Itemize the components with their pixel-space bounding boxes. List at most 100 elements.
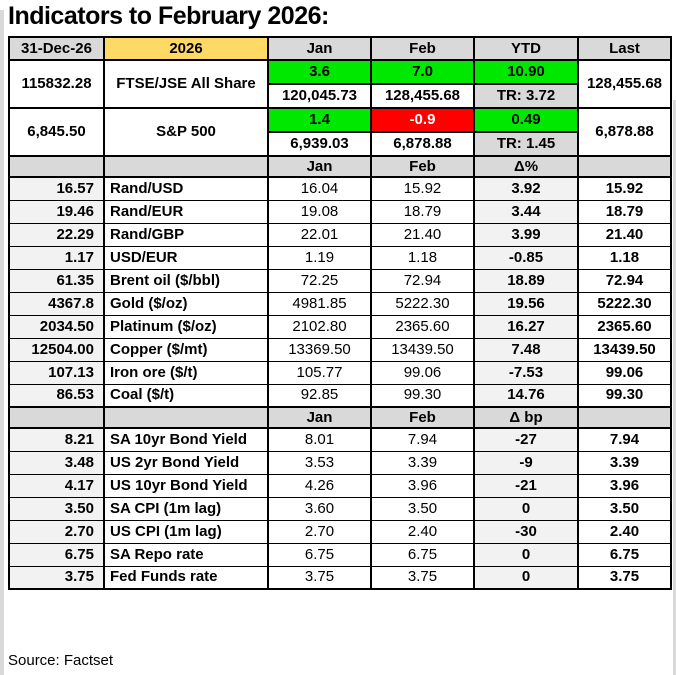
cell-feb: 3.96 xyxy=(370,473,475,498)
cell-last: 99.06 xyxy=(577,360,672,385)
cell-jan-level: 120,045.73 xyxy=(267,83,372,109)
cell-delta: -0.85 xyxy=(473,245,579,270)
cell-jan: 72.25 xyxy=(267,268,372,293)
table-row: 8.21 SA 10yr Bond Yield 8.01 7.94 -27 7.94 xyxy=(8,427,672,452)
indicators-table: 31-Dec-26 2026 Jan Feb YTD Last 115832.2… xyxy=(8,36,672,590)
subheader-delta: Δ bp xyxy=(473,406,579,429)
cell-delta: -9 xyxy=(473,450,579,475)
cell-jan: 8.01 xyxy=(267,427,372,452)
cell-start: 16.57 xyxy=(8,176,105,201)
cell-start: 19.46 xyxy=(8,199,105,224)
header-feb: Feb xyxy=(370,36,475,61)
screen-edge-left xyxy=(0,10,4,675)
cell-ytd-pct: 10.90 xyxy=(473,59,579,85)
cell-last: 3.96 xyxy=(577,473,672,498)
cell-feb: 3.50 xyxy=(370,496,475,521)
subheader-row: Jan Feb Δ% xyxy=(8,155,672,178)
cell-last: 13439.50 xyxy=(577,337,672,362)
index-section: 115832.28 FTSE/JSE All Share 3.6 7.0 10.… xyxy=(8,59,672,157)
cell-start: 4367.8 xyxy=(8,291,105,316)
cell-feb-pct: -0.9 xyxy=(370,107,475,133)
subheader-delta: Δ% xyxy=(473,155,579,178)
cell-start: 3.50 xyxy=(8,496,105,521)
cell-last: 6.75 xyxy=(577,542,672,567)
cell-last-value: 6,878.88 xyxy=(577,107,672,157)
cell-start: 61.35 xyxy=(8,268,105,293)
cell-feb: 72.94 xyxy=(370,268,475,293)
table-row-ftse-jse-levels: 120,045.73 128,455.68 TR: 3.72 xyxy=(9,83,671,109)
cell-index-name: FTSE/JSE All Share xyxy=(103,59,269,109)
cell-last: 3.50 xyxy=(577,496,672,521)
header-jan: Jan xyxy=(267,36,372,61)
cell-start: 3.75 xyxy=(8,565,105,590)
subheader-feb: Feb xyxy=(370,155,475,178)
table-row: 19.46 Rand/EUR 19.08 18.79 3.44 18.79 xyxy=(8,199,672,224)
cell-start: 6.75 xyxy=(8,542,105,567)
cell-start: 2034.50 xyxy=(8,314,105,339)
cell-feb: 3.75 xyxy=(370,565,475,590)
cell-label: Fed Funds rate xyxy=(103,565,269,590)
cell-label: US CPI (1m lag) xyxy=(103,519,269,544)
cell-delta: -30 xyxy=(473,519,579,544)
cell-label: Iron ore ($/t) xyxy=(103,360,269,385)
subheader-feb: Feb xyxy=(370,406,475,429)
cell-jan: 3.53 xyxy=(267,450,372,475)
cell-delta: 19.56 xyxy=(473,291,579,316)
cell-label: Rand/EUR xyxy=(103,199,269,224)
cell-start: 4.17 xyxy=(8,473,105,498)
cell-last: 15.92 xyxy=(577,176,672,201)
cell-feb-pct: 7.0 xyxy=(370,59,475,85)
cell-delta: 3.44 xyxy=(473,199,579,224)
cell-jan-pct: 3.6 xyxy=(267,59,372,85)
subheader-row: Jan Feb Δ bp xyxy=(8,406,672,429)
cell-delta: 16.27 xyxy=(473,314,579,339)
cell-last: 7.94 xyxy=(577,427,672,452)
cell-feb: 99.06 xyxy=(370,360,475,385)
cell-feb: 99.30 xyxy=(370,383,475,408)
data-sections: Jan Feb Δ% 16.57 Rand/USD 16.04 15.92 3.92 15.92… xyxy=(8,155,672,590)
cell-delta: 0 xyxy=(473,565,579,590)
source-note: Source: Factset xyxy=(8,652,114,669)
cell-start: 3.48 xyxy=(8,450,105,475)
cell-label: SA CPI (1m lag) xyxy=(103,496,269,521)
cell-feb: 6.75 xyxy=(370,542,475,567)
subheader-empty-cell xyxy=(577,406,672,429)
table-row: 22.29 Rand/GBP 22.01 21.40 3.99 21.40 xyxy=(8,222,672,247)
cell-delta: -27 xyxy=(473,427,579,452)
cell-last: 3.75 xyxy=(577,565,672,590)
table-row: 12504.00 Copper ($/mt) 13369.50 13439.50 7.4… xyxy=(8,337,672,362)
cell-last-value: 128,455.68 xyxy=(577,59,672,109)
cell-label: Coal ($/t) xyxy=(103,383,269,408)
cell-start: 107.13 xyxy=(8,360,105,385)
header-last: Last xyxy=(577,36,672,61)
cell-feb: 15.92 xyxy=(370,176,475,201)
table-row-sp500: 6,845.50 S&P 500 1.4 -0.9 0.49 6,878.88 xyxy=(8,107,672,157)
header-start-date: 31-Dec-26 xyxy=(8,36,105,61)
cell-delta: 7.48 xyxy=(473,337,579,362)
cell-jan: 105.77 xyxy=(267,360,372,385)
cell-label: Brent oil ($/bbl) xyxy=(103,268,269,293)
cell-feb: 2365.60 xyxy=(370,314,475,339)
subheader-jan: Jan xyxy=(267,155,372,178)
cell-start: 2.70 xyxy=(8,519,105,544)
subheader-empty-cell xyxy=(103,155,269,178)
table-row: 3.75 Fed Funds rate 3.75 3.75 0 3.75 xyxy=(8,565,672,590)
cell-feb-level: 128,455.68 xyxy=(370,83,475,109)
cell-delta: 3.92 xyxy=(473,176,579,201)
table-row: 2034.50 Platinum ($/oz) 2102.80 2365.60 16.2… xyxy=(8,314,672,339)
cell-jan-pct: 1.4 xyxy=(267,107,372,133)
table-row: 1.17 USD/EUR 1.19 1.18 -0.85 1.18 xyxy=(8,245,672,270)
cell-feb: 5222.30 xyxy=(370,291,475,316)
cell-jan: 1.19 xyxy=(267,245,372,270)
cell-delta: 0 xyxy=(473,496,579,521)
cell-start-value: 115832.28 xyxy=(8,59,105,109)
table-row: 3.48 US 2yr Bond Yield 3.53 3.39 -9 3.39 xyxy=(8,450,672,475)
cell-feb: 13439.50 xyxy=(370,337,475,362)
header-year: 2026 xyxy=(103,36,269,61)
cell-label: SA Repo rate xyxy=(103,542,269,567)
cell-delta: -21 xyxy=(473,473,579,498)
cell-feb: 18.79 xyxy=(370,199,475,224)
table-row: 4367.8 Gold ($/oz) 4981.85 5222.30 19.56 5222… xyxy=(8,291,672,316)
table-row: 16.57 Rand/USD 16.04 15.92 3.92 15.92 xyxy=(8,176,672,201)
table-header: 31-Dec-26 2026 Jan Feb YTD Last xyxy=(8,36,672,61)
